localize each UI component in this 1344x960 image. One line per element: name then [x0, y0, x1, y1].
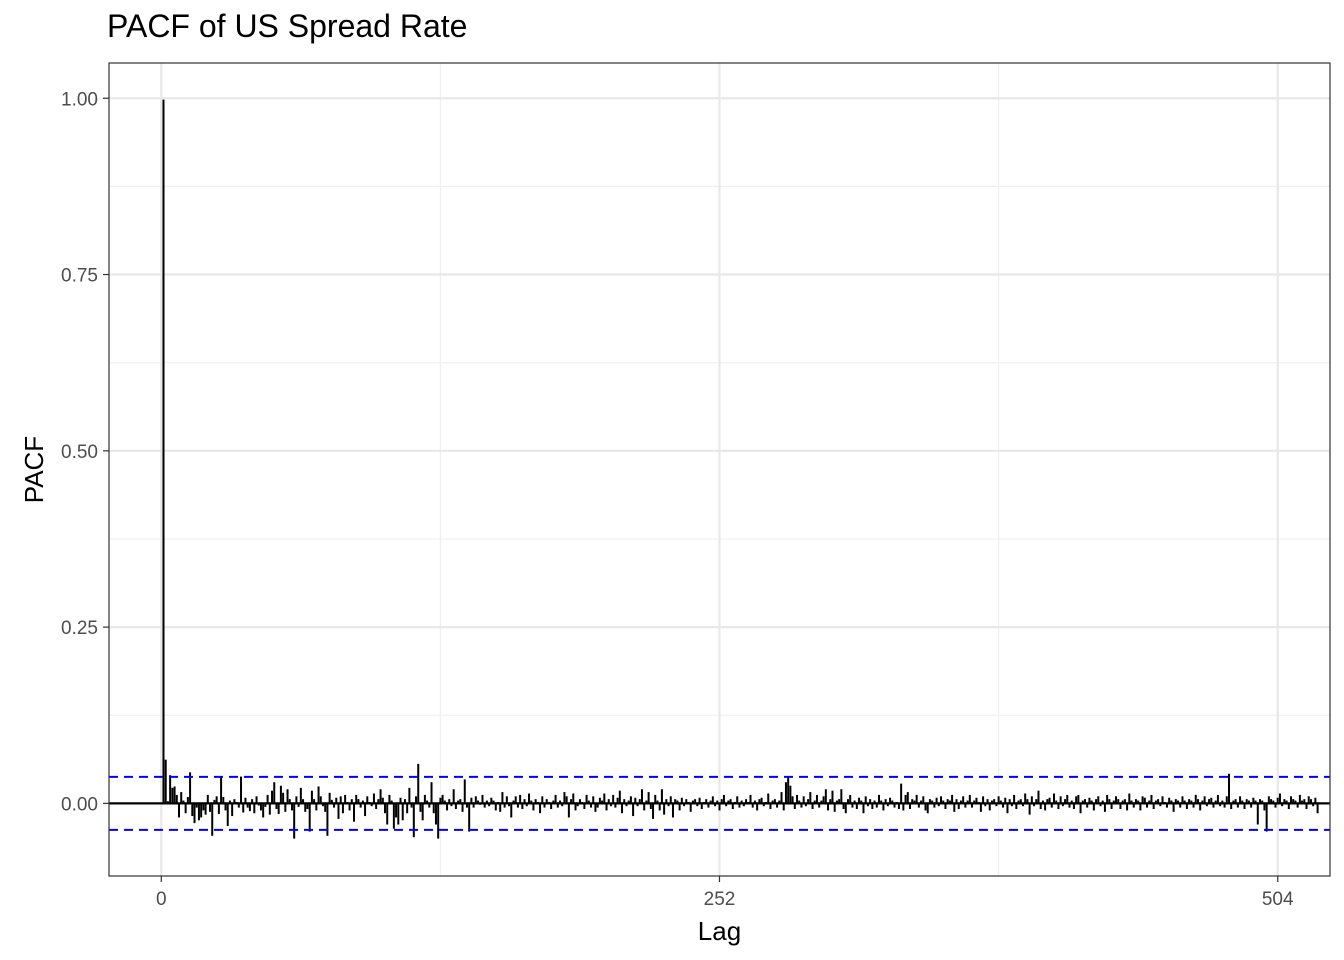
y-tick-label: 0.00: [61, 794, 98, 815]
x-tick-label: 0: [156, 889, 167, 910]
chart-title: PACF of US Spread Rate: [107, 8, 468, 44]
pacf-spikes: [109, 99, 1330, 839]
x-axis-title: Lag: [698, 916, 741, 946]
panel-border: [108, 62, 1331, 877]
y-tick-label: 1.00: [61, 89, 98, 110]
y-tick-label: 0.25: [61, 618, 98, 639]
x-tick-label: 252: [704, 889, 736, 910]
y-axis-title: PACF: [19, 436, 49, 503]
y-tick-label: 0.75: [61, 266, 98, 287]
axes: 0.00 0.25 0.50 0.75 1.00 0 252 504: [61, 89, 1294, 910]
x-tick-label: 504: [1262, 889, 1294, 910]
y-tick-label: 0.50: [61, 442, 98, 463]
grid-layer: [109, 63, 1330, 876]
